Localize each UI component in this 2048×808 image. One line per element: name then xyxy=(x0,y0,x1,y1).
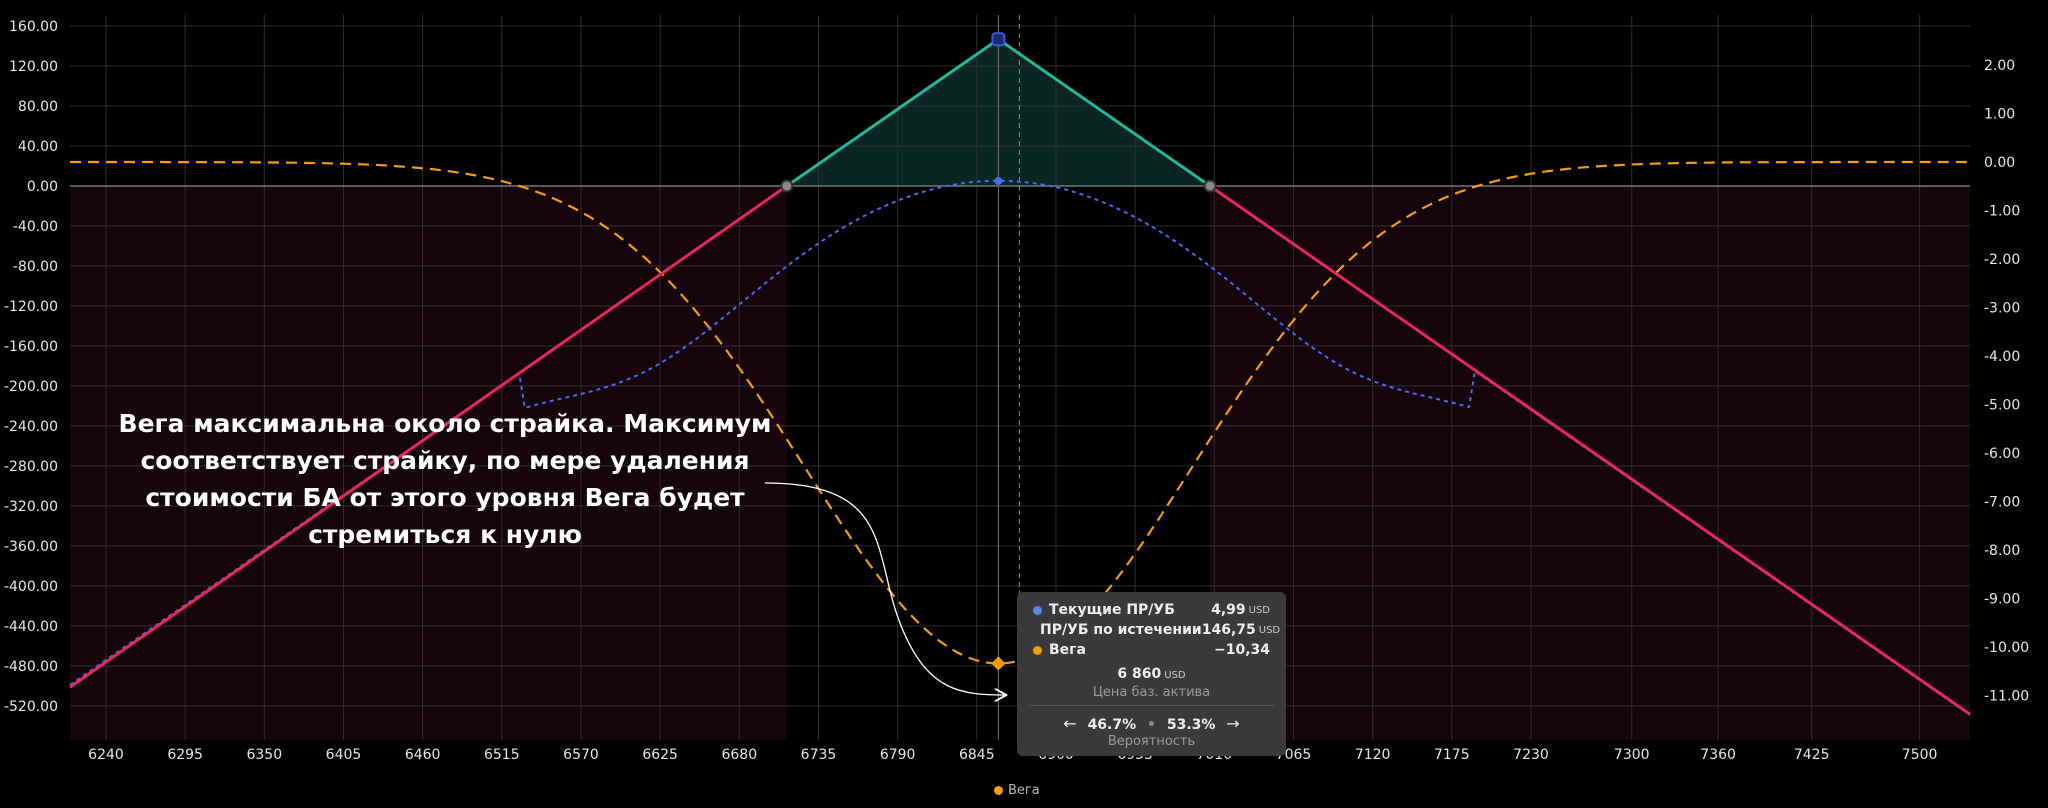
expiry-max-marker xyxy=(991,32,1006,47)
tooltip-unit: USD xyxy=(1258,624,1281,636)
y-right-tick: -6.00 xyxy=(1984,446,2020,462)
vega-line xyxy=(70,160,1970,665)
x-tick: 6790 xyxy=(880,747,916,763)
x-tick: 7425 xyxy=(1794,747,1830,763)
tooltip-divider xyxy=(1029,705,1274,706)
chart-legend[interactable]: Вега xyxy=(994,783,1040,798)
y-right-tick: -1.00 xyxy=(1984,204,2020,220)
annotation-arrow xyxy=(764,482,1005,695)
y-right-tick: -5.00 xyxy=(1984,398,2020,414)
y-left-tick: 160.00 xyxy=(9,19,58,35)
y-right-tick: -9.00 xyxy=(1984,592,2020,608)
y-right-tick: -10.00 xyxy=(1984,640,2029,656)
arrow-right-icon[interactable]: → xyxy=(1226,714,1240,733)
arrow-left-icon[interactable]: ← xyxy=(1063,714,1077,733)
annotation-text: Вега максимальна около страйка. Максимум… xyxy=(100,405,790,553)
expiry-pnl-segment xyxy=(785,38,1000,188)
x-tick: 7175 xyxy=(1434,747,1470,763)
loss-bg xyxy=(1210,186,1970,740)
y-left-tick: -280.00 xyxy=(4,459,58,475)
y-right-tick: -7.00 xyxy=(1984,495,2020,511)
x-tick: 6845 xyxy=(959,747,995,763)
y-left-tick: -160.00 xyxy=(4,339,58,355)
legend-label: Вега xyxy=(1008,783,1040,798)
y-left-tick: -520.00 xyxy=(4,699,58,715)
tooltip-probability: ← 46.7% • 53.3% → xyxy=(1017,714,1286,733)
y-left-tick: -200.00 xyxy=(4,379,58,395)
y-left-tick: 40.00 xyxy=(18,139,58,155)
tooltip-value: 146,75 xyxy=(1201,622,1256,638)
y-right-tick: -8.00 xyxy=(1984,543,2020,559)
y-left-tick: -120.00 xyxy=(4,299,58,315)
y-right-tick: -11.00 xyxy=(1984,689,2029,705)
y-right-tick: -4.00 xyxy=(1984,349,2020,365)
x-tick: 6350 xyxy=(246,747,282,763)
y-left-tick: -240.00 xyxy=(4,419,58,435)
x-tick: 7120 xyxy=(1355,747,1391,763)
x-tick: 6625 xyxy=(642,747,678,763)
y-right-tick: -2.00 xyxy=(1984,252,2020,268)
y-left-tick: -40.00 xyxy=(13,219,58,235)
tooltip-row-current-pnl: Текущие ПР/УБ 4,99 USD xyxy=(1033,600,1270,620)
breakeven-point xyxy=(1203,179,1217,193)
x-tick: 6460 xyxy=(405,747,441,763)
y-left-tick: 120.00 xyxy=(9,59,58,75)
tooltip-price-label: Цена баз. актива xyxy=(1092,685,1211,700)
tooltip-row-expiry-pnl: ПР/УБ по истечении 146,75 USD xyxy=(1033,620,1280,640)
y-left-tick: -480.00 xyxy=(4,659,58,675)
tooltip-row-vega: Вега −10,34 xyxy=(1033,640,1270,660)
y-left-tick: -320.00 xyxy=(4,499,58,515)
tooltip-label: Текущие ПР/УБ xyxy=(1049,602,1175,618)
x-tick: 7500 xyxy=(1902,747,1938,763)
tooltip-price: 6 860 USD xyxy=(1017,666,1286,682)
current-pnl-marker xyxy=(994,177,1003,186)
breakeven-point xyxy=(780,179,794,193)
x-tick: 7230 xyxy=(1513,747,1549,763)
x-tick: 7360 xyxy=(1700,747,1736,763)
tooltip-probability-label: Вероятность xyxy=(1107,734,1196,749)
x-tick: 6240 xyxy=(88,747,124,763)
tooltip-price-value: 6 860 xyxy=(1117,666,1162,682)
annotation-line: стоимости БА от этого уровня Вега будет xyxy=(145,483,745,512)
x-tick: 6570 xyxy=(563,747,599,763)
tooltip-unit: USD xyxy=(1248,604,1270,616)
y-left-tick: -360.00 xyxy=(4,539,58,555)
tooltip-value: −10,34 xyxy=(1213,642,1270,658)
tooltip-label: ПР/УБ по истечении xyxy=(1040,622,1202,638)
loss-bg xyxy=(70,186,787,740)
probability-left: 46.7% xyxy=(1087,717,1137,733)
x-tick: 6405 xyxy=(326,747,362,763)
expiry-pnl-segment xyxy=(1209,184,1971,716)
annotation-line: Вега максимальна около страйка. Максимум xyxy=(118,409,772,438)
legend-dot xyxy=(994,786,1003,795)
y-left-tick: 0.00 xyxy=(27,179,58,195)
x-tick: 6735 xyxy=(801,747,837,763)
y-right-tick: 0.00 xyxy=(1984,155,2015,171)
series-dot xyxy=(1033,645,1042,655)
annotation-line: стремиться к нулю xyxy=(308,520,582,549)
expiry-pnl-segment xyxy=(997,38,1211,188)
annotation-line: соответствует страйку, по мере удаления xyxy=(140,446,750,475)
expiry-pnl-segment xyxy=(69,184,788,689)
vega-marker xyxy=(991,656,1006,671)
x-tick: 7300 xyxy=(1614,747,1650,763)
tooltip-label: Вега xyxy=(1049,642,1086,658)
crosshair-tooltip: Текущие ПР/УБ 4,99 USD ПР/УБ по истечени… xyxy=(1017,592,1286,756)
tooltip-value: 4,99 xyxy=(1211,602,1246,618)
y-left-tick: 80.00 xyxy=(18,99,58,115)
y-left-tick: -400.00 xyxy=(4,579,58,595)
probability-separator: • xyxy=(1147,717,1156,733)
y-left-tick: -440.00 xyxy=(4,619,58,635)
x-tick: 6680 xyxy=(721,747,757,763)
y-left-tick: -80.00 xyxy=(13,259,58,275)
y-right-tick: -3.00 xyxy=(1984,301,2020,317)
y-right-tick: 1.00 xyxy=(1984,107,2015,123)
probability-right: 53.3% xyxy=(1166,717,1216,733)
x-tick: 6515 xyxy=(484,747,520,763)
tooltip-price-unit: USD xyxy=(1164,670,1186,681)
series-dot xyxy=(1033,605,1042,615)
x-tick: 6295 xyxy=(167,747,203,763)
y-right-tick: 2.00 xyxy=(1984,58,2015,74)
